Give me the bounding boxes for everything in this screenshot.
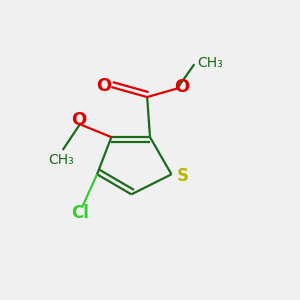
Text: S: S bbox=[176, 167, 188, 185]
Text: O: O bbox=[97, 76, 112, 94]
Text: O: O bbox=[174, 78, 189, 96]
Text: O: O bbox=[71, 111, 86, 129]
Text: CH₃: CH₃ bbox=[48, 153, 74, 167]
Text: Cl: Cl bbox=[71, 204, 89, 222]
Text: CH₃: CH₃ bbox=[197, 56, 223, 70]
